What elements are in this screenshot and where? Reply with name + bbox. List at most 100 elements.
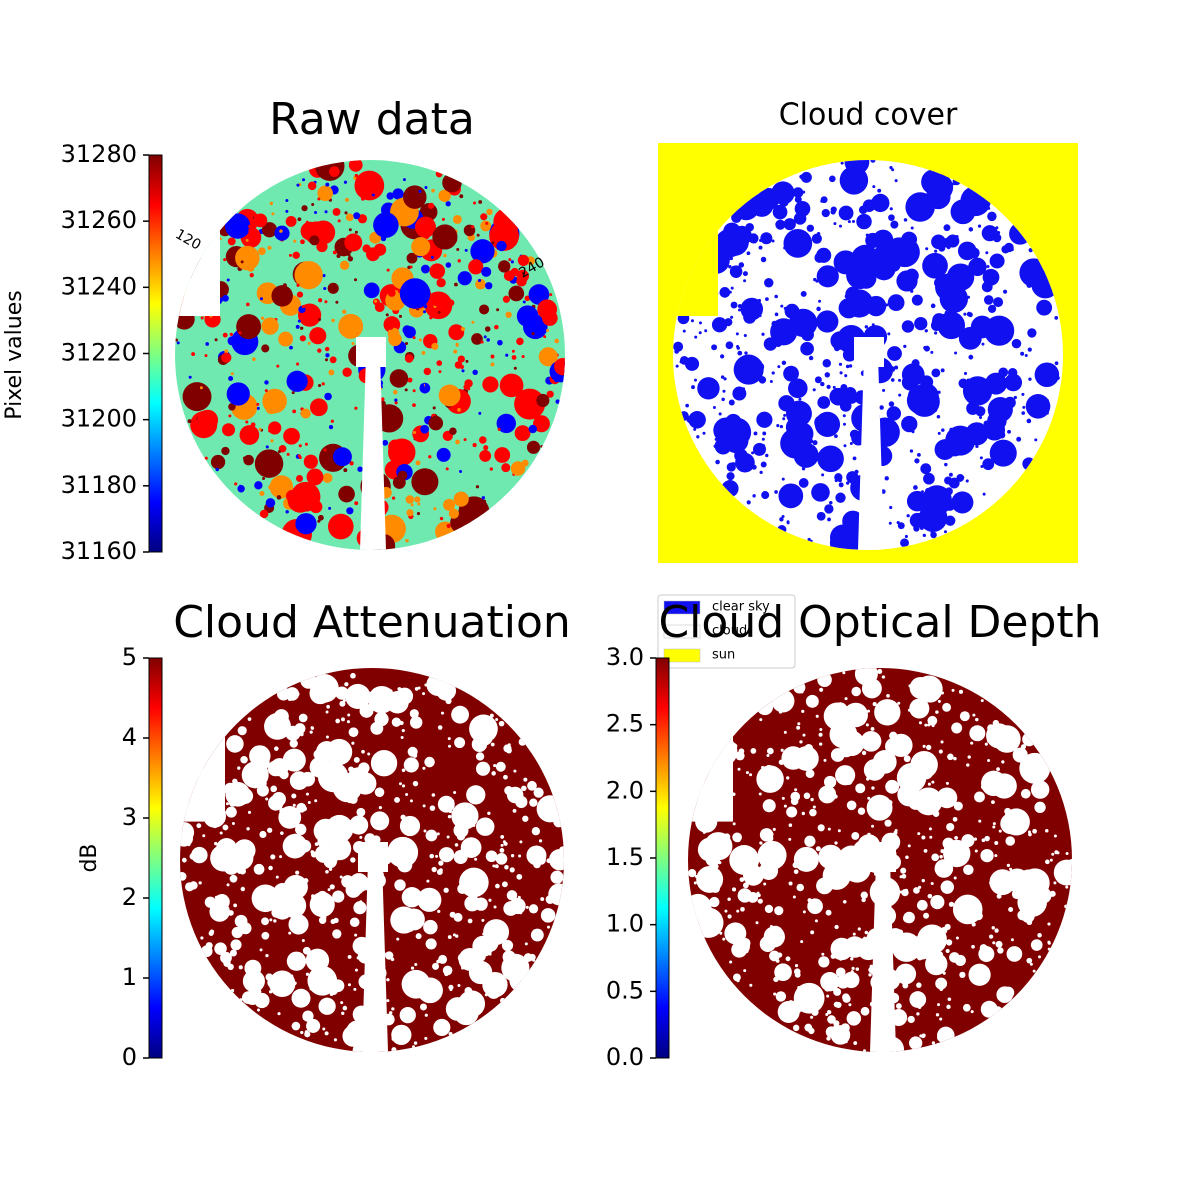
image-blob <box>350 672 356 679</box>
image-blob <box>265 797 269 801</box>
image-blob <box>516 381 520 385</box>
image-blob <box>222 294 229 302</box>
image-blob <box>457 355 465 363</box>
image-blob <box>226 382 250 406</box>
image-blob <box>971 922 976 927</box>
image-blob <box>781 404 785 408</box>
image-blob <box>471 320 475 324</box>
image-blob <box>445 467 449 471</box>
image-blob <box>298 713 308 723</box>
image-blob <box>433 301 438 306</box>
image-blob <box>772 827 776 831</box>
image-blob <box>292 251 300 260</box>
image-blob <box>492 864 496 868</box>
image-blob <box>697 377 720 400</box>
image-blob <box>239 867 246 875</box>
image-blob <box>347 713 351 717</box>
image-blob <box>884 819 892 827</box>
image-blob <box>414 496 421 503</box>
image-blob <box>1034 362 1060 387</box>
image-blob <box>299 335 306 342</box>
image-blob <box>293 433 298 437</box>
image-blob <box>898 378 902 382</box>
image-blob <box>236 314 262 340</box>
image-blob <box>226 278 230 282</box>
image-blob <box>258 900 262 904</box>
mast <box>858 355 884 550</box>
image-blob <box>465 359 469 363</box>
image-blob <box>729 265 743 278</box>
image-blob <box>759 470 763 475</box>
image-blob <box>745 429 749 433</box>
image-blob <box>788 881 793 886</box>
image-blob <box>540 444 544 449</box>
image-blob <box>829 501 833 505</box>
image-blob <box>480 941 485 946</box>
image-blob <box>837 738 845 746</box>
image-blob <box>221 446 230 456</box>
image-blob <box>463 438 467 442</box>
image-blob <box>839 371 843 375</box>
image-blob <box>832 385 836 389</box>
image-blob <box>424 1013 428 1017</box>
image-blob <box>270 854 276 860</box>
image-blob <box>400 735 404 739</box>
image-blob <box>992 719 1000 727</box>
image-blob <box>743 310 757 324</box>
image-blob <box>454 843 459 847</box>
image-blob <box>507 743 511 747</box>
image-blob <box>945 939 953 946</box>
image-blob <box>247 717 252 721</box>
image-blob <box>889 505 893 510</box>
image-blob <box>254 481 263 490</box>
image-blob <box>412 780 419 787</box>
image-blob <box>402 858 406 862</box>
image-blob <box>881 675 886 679</box>
image-blob <box>508 285 525 302</box>
image-blob <box>940 880 954 894</box>
image-blob <box>762 799 776 813</box>
image-blob <box>996 986 1013 1003</box>
image-blob <box>975 444 979 449</box>
image-blob <box>989 439 1017 467</box>
image-blob <box>866 794 893 821</box>
image-blob <box>210 454 226 470</box>
image-blob <box>228 414 232 418</box>
image-blob <box>335 718 341 724</box>
image-blob <box>715 459 720 465</box>
image-blob <box>451 802 479 830</box>
image-blob <box>243 454 254 466</box>
image-blob <box>480 340 484 344</box>
image-blob <box>317 185 333 202</box>
image-blob <box>1045 399 1049 403</box>
image-blob <box>923 912 930 919</box>
image-blob <box>817 396 831 409</box>
image-blob <box>299 991 303 995</box>
image-blob <box>845 391 858 404</box>
image-blob <box>421 351 426 355</box>
image-blob <box>788 823 793 827</box>
image-blob <box>555 399 560 404</box>
image-blob <box>931 1041 936 1045</box>
image-blob <box>950 199 976 225</box>
image-blob <box>368 686 396 714</box>
image-blob <box>735 751 745 761</box>
image-blob <box>794 964 799 968</box>
image-blob <box>987 206 991 210</box>
image-blob <box>405 538 409 543</box>
image-blob <box>800 690 804 694</box>
image-blob <box>968 963 991 986</box>
image-blob <box>481 496 486 500</box>
image-blob <box>730 315 734 319</box>
image-blob <box>1045 411 1049 415</box>
image-blob <box>711 883 720 893</box>
image-blob <box>345 197 349 202</box>
image-blob <box>762 444 766 448</box>
image-blob <box>380 397 385 402</box>
image-blob <box>399 815 421 837</box>
image-blob <box>901 415 918 433</box>
image-blob <box>324 392 332 401</box>
colorbar-tick-label: 0 <box>122 1043 137 1071</box>
image-blob <box>868 764 872 768</box>
image-blob <box>414 216 436 238</box>
